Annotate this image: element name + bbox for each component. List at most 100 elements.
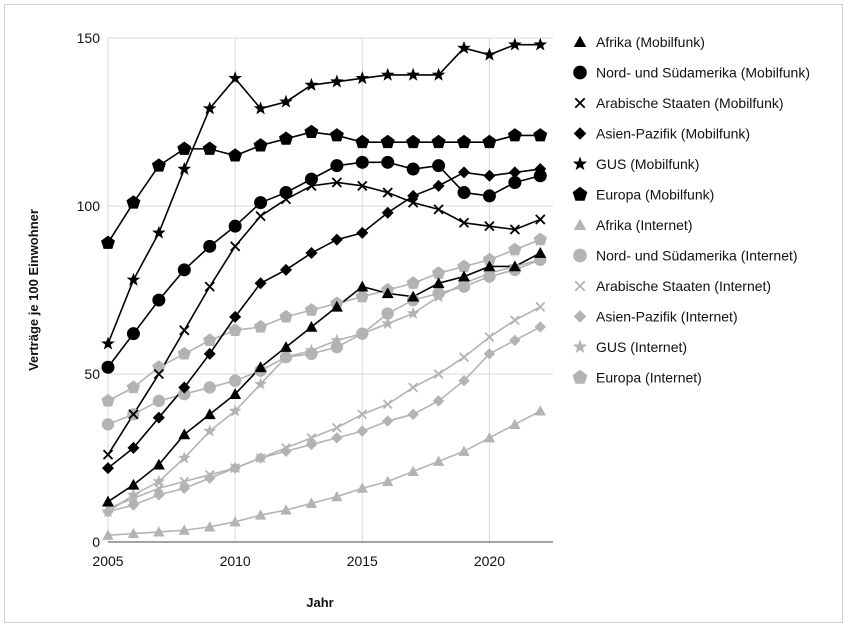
data-point-afrika-mobilfunk bbox=[381, 287, 394, 299]
axes: 0 50 100 150 2005 2010 2015 2020 bbox=[77, 30, 553, 569]
data-point-afrika-mobilfunk bbox=[152, 458, 165, 470]
legend-label: GUS (Mobilfunk) bbox=[596, 156, 699, 172]
data-point-arabische-staaten-internet-stroke bbox=[484, 332, 495, 342]
data-point-asien-pazifik-mobilfunk bbox=[330, 233, 343, 246]
data-point-nord-und-südamerika-mobilfunk bbox=[177, 263, 191, 277]
data-point-afrika-internet bbox=[102, 529, 114, 540]
data-point-asien-pazifik-internet bbox=[483, 348, 496, 360]
data-point-afrika-internet bbox=[331, 490, 343, 502]
data-point-europa-internet bbox=[355, 289, 369, 303]
data-point-arabische-staaten-internet bbox=[179, 476, 190, 487]
data-point-nord-und-südamerika-mobilfunk bbox=[101, 360, 115, 374]
data-point-arabische-staaten-mobilfunk-stroke bbox=[179, 325, 190, 336]
legend-marker-afrika-mobilfunk bbox=[573, 35, 587, 48]
data-point-afrika-internet bbox=[432, 455, 445, 466]
legend-label: Arabische Staaten (Internet) bbox=[596, 278, 771, 294]
data-point-gus-internet bbox=[533, 252, 547, 266]
data-point-nord-und-südamerika-mobilfunk bbox=[457, 186, 471, 200]
data-point-afrika-internet bbox=[280, 504, 292, 515]
legend-label: Asien-Pazifik (Internet) bbox=[596, 309, 738, 325]
data-point-gus-internet bbox=[406, 306, 420, 320]
data-point-arabische-staaten-internet-stroke bbox=[179, 476, 190, 487]
data-point-arabische-staaten-internet-stroke bbox=[509, 315, 520, 326]
data-point-asien-pazifik-internet bbox=[280, 445, 292, 457]
data-point-afrika-internet bbox=[483, 432, 496, 443]
legend-label: Arabische Staaten (Mobilfunk) bbox=[596, 95, 784, 111]
legend-marker-gus-internet bbox=[572, 339, 588, 354]
data-point-nord-und-südamerika-mobilfunk bbox=[126, 327, 140, 341]
data-point-gus-mobilfunk bbox=[533, 37, 548, 51]
series-markers bbox=[101, 37, 548, 540]
data-point-arabische-staaten-mobilfunk bbox=[382, 187, 393, 198]
data-point-arabische-staaten-mobilfunk-stroke bbox=[484, 221, 495, 232]
data-point-gus-mobilfunk bbox=[330, 74, 344, 88]
data-point-arabische-staaten-mobilfunk bbox=[280, 194, 292, 205]
data-point-asien-pazifik-internet bbox=[407, 408, 419, 421]
data-point-nord-und-südamerika-mobilfunk bbox=[330, 159, 344, 173]
data-point-nord-und-südamerika-mobilfunk bbox=[254, 196, 268, 210]
series-line-europa-internet bbox=[107, 238, 541, 402]
data-point-europa-internet bbox=[228, 323, 242, 336]
data-point-europa-mobilfunk bbox=[431, 134, 446, 149]
data-point-arabische-staaten-mobilfunk-stroke bbox=[382, 187, 393, 198]
data-point-arabische-staaten-mobilfunk bbox=[357, 180, 368, 191]
data-point-gus-mobilfunk bbox=[508, 37, 522, 51]
data-point-nord-und-südamerika-internet bbox=[101, 418, 115, 431]
series-lines bbox=[107, 43, 541, 537]
data-point-afrika-internet bbox=[356, 482, 368, 493]
data-point-gus-internet bbox=[330, 333, 344, 346]
data-point-arabische-staaten-internet-stroke bbox=[535, 301, 546, 312]
data-point-gus-mobilfunk bbox=[431, 67, 446, 81]
data-point-europa-internet bbox=[101, 393, 115, 407]
data-point-afrika-internet bbox=[407, 465, 419, 476]
data-point-afrika-mobilfunk bbox=[102, 495, 114, 507]
data-point-nord-und-südamerika-mobilfunk bbox=[432, 159, 446, 173]
data-point-arabische-staaten-mobilfunk bbox=[128, 409, 139, 420]
data-point-afrika-mobilfunk bbox=[330, 300, 343, 312]
data-point-nord-und-südamerika-mobilfunk bbox=[304, 172, 318, 186]
data-point-asien-pazifik-internet bbox=[229, 462, 241, 474]
data-point-gus-internet bbox=[482, 266, 496, 279]
data-point-arabische-staaten-mobilfunk bbox=[179, 325, 190, 336]
data-point-nord-und-südamerika-mobilfunk bbox=[406, 162, 420, 176]
data-point-asien-pazifik-mobilfunk bbox=[407, 189, 420, 202]
legend-marker-europa-mobilfunk bbox=[572, 186, 588, 201]
data-point-europa-internet bbox=[177, 346, 191, 360]
data-point-afrika-mobilfunk bbox=[254, 361, 267, 373]
data-point-arabische-staaten-internet bbox=[484, 332, 495, 342]
x-axis-title: Jahr bbox=[306, 595, 333, 610]
data-point-nord-und-südamerika-mobilfunk bbox=[228, 219, 242, 233]
legend-item-nord-und-südamerika-internet: Nord- und Südamerika (Internet) bbox=[573, 248, 798, 264]
data-point-asien-pazifik-mobilfunk bbox=[534, 163, 547, 176]
data-point-gus-mobilfunk bbox=[355, 71, 370, 85]
data-point-europa-internet bbox=[203, 333, 217, 347]
series-line-asien-pazifik-mobilfunk bbox=[107, 168, 541, 469]
data-point-gus-internet bbox=[126, 488, 140, 501]
data-point-nord-und-südamerika-internet bbox=[178, 387, 191, 401]
legend-item-arabische-staaten-internet: Arabische Staaten (Internet) bbox=[574, 278, 771, 294]
data-point-asien-pazifik-internet bbox=[458, 375, 470, 387]
data-point-arabische-staaten-internet bbox=[535, 301, 546, 312]
y-tick-label: 50 bbox=[84, 366, 100, 382]
legend-marker-nord-und-südamerika-internet bbox=[573, 248, 587, 263]
data-point-arabische-staaten-mobilfunk-stroke bbox=[331, 177, 342, 188]
data-point-arabische-staaten-mobilfunk bbox=[535, 214, 546, 225]
data-point-arabische-staaten-mobilfunk bbox=[306, 180, 317, 191]
series-line-gus-mobilfunk bbox=[107, 43, 541, 345]
data-point-europa-internet bbox=[533, 232, 547, 246]
data-point-asien-pazifik-mobilfunk bbox=[280, 263, 292, 276]
data-point-asien-pazifik-internet bbox=[382, 415, 394, 427]
data-point-arabische-staaten-internet bbox=[306, 432, 317, 443]
data-point-afrika-mobilfunk bbox=[407, 290, 420, 302]
data-point-nord-und-südamerika-internet bbox=[203, 381, 216, 394]
data-point-arabische-staaten-internet-stroke bbox=[306, 432, 317, 443]
data-point-europa-internet bbox=[279, 309, 293, 323]
legend-label: Europa (Mobilfunk) bbox=[596, 187, 714, 203]
data-point-afrika-mobilfunk bbox=[305, 320, 318, 332]
legend-marker-gus-mobilfunk bbox=[572, 156, 588, 171]
data-point-arabische-staaten-mobilfunk-stroke bbox=[408, 197, 419, 208]
data-point-arabische-staaten-mobilfunk bbox=[153, 368, 164, 380]
data-point-asien-pazifik-internet bbox=[356, 425, 368, 437]
data-point-afrika-internet bbox=[178, 524, 190, 535]
data-point-arabische-staaten-internet bbox=[509, 315, 520, 326]
